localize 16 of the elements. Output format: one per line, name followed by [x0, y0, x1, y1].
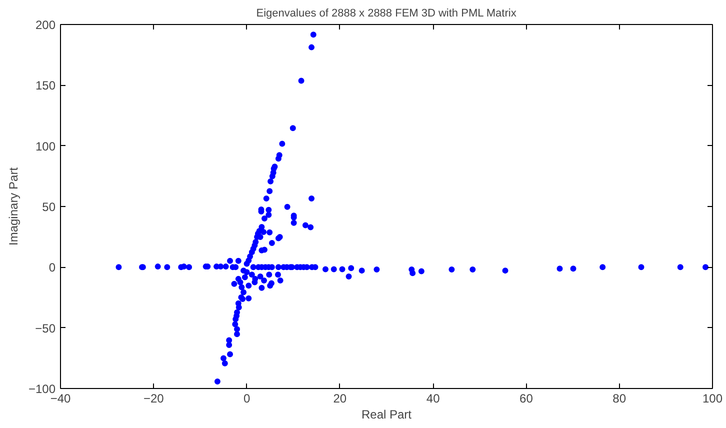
y-tick-label: 0 — [48, 260, 56, 275]
x-tick-label: 40 — [426, 392, 440, 406]
x-tick-label: 80 — [612, 392, 626, 406]
x-tick-label: −20 — [143, 392, 164, 406]
x-tick-label: 100 — [702, 392, 723, 406]
y-tick-label: 150 — [35, 78, 56, 93]
chart-title: Eigenvalues of 2888 x 2888 FEM 3D with PML Matrix — [256, 8, 517, 20]
x-tick-label: 20 — [333, 392, 347, 406]
y-tick-label: 200 — [35, 18, 56, 32]
y-tick-label: 100 — [35, 139, 56, 154]
y-tick-label: −50 — [35, 321, 56, 336]
x-tick-label: 0 — [243, 392, 250, 406]
x-tick-label: 60 — [520, 392, 534, 406]
y-axis-title: Imaginary Part — [6, 166, 20, 246]
x-axis-title: Real Part — [361, 408, 412, 422]
y-tick-label: 50 — [42, 200, 56, 214]
